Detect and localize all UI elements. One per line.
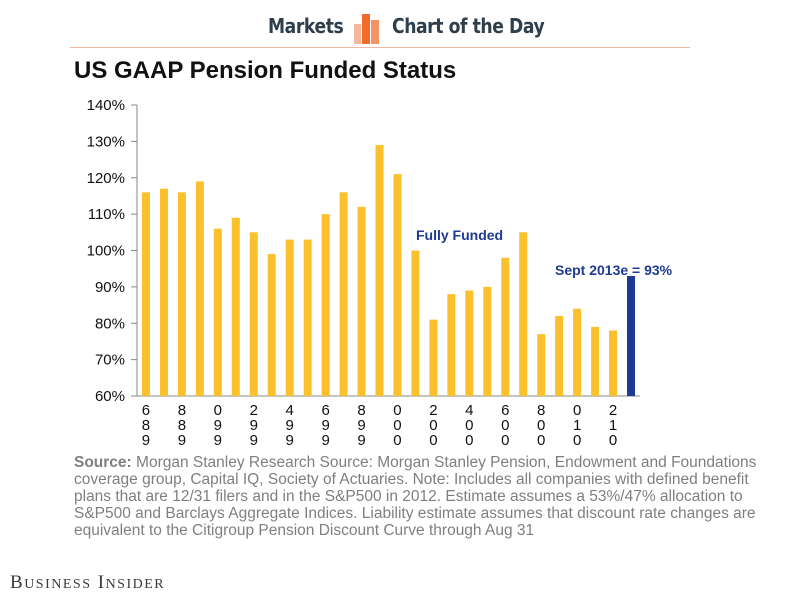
bar <box>519 232 528 396</box>
highlight-bar <box>627 275 636 396</box>
source-text: Morgan Stanley Research Source: Morgan S… <box>74 454 757 539</box>
bar <box>303 239 312 396</box>
bar <box>195 181 204 396</box>
bar <box>465 290 474 396</box>
bar <box>249 232 258 396</box>
chart-of-the-day-header: Markets Chart of the Day <box>0 10 800 46</box>
source-label: Source: <box>74 454 132 471</box>
bar <box>357 206 366 396</box>
sept-2013-estimate-annotation: Sept 2013e = 93% <box>555 262 673 278</box>
y-tick-label: 60% <box>95 388 125 405</box>
bar <box>267 254 276 396</box>
bar <box>609 330 618 396</box>
source-note: Source: Morgan Stanley Research Source: … <box>74 454 764 539</box>
bar <box>501 257 510 396</box>
bar <box>285 239 294 396</box>
bar <box>591 326 600 396</box>
bar <box>339 192 348 396</box>
chart-of-the-day-label: Chart of the Day <box>392 14 545 38</box>
chart-title: US GAAP Pension Funded Status <box>74 57 457 84</box>
pension-funded-status-chart: 60% 70% 80% 90% 100% 110% 120% 130% 140% 6 8 9 8 8 9 0 9… <box>87 97 673 449</box>
bar <box>231 217 240 396</box>
bar <box>375 145 384 396</box>
bar <box>321 214 330 396</box>
y-tick-label: 110% <box>88 206 125 223</box>
bar <box>213 228 222 396</box>
y-tick-label: 80% <box>95 315 125 332</box>
bar <box>573 308 582 396</box>
bar <box>411 250 420 396</box>
bar <box>159 188 168 396</box>
y-tick-label: 90% <box>95 279 125 296</box>
y-tick-label: 140% <box>87 97 125 114</box>
bar-chart-logo-icon <box>354 14 379 44</box>
bar <box>447 294 456 396</box>
y-tick-label: 130% <box>87 133 125 150</box>
bar <box>555 315 564 396</box>
markets-label: Markets <box>268 14 344 38</box>
header-divider <box>70 47 690 48</box>
bar <box>483 286 492 396</box>
bar <box>537 334 546 396</box>
bar <box>393 174 402 396</box>
business-insider-logo: BUSINESS INSIDER <box>10 572 166 593</box>
y-tick-label: 70% <box>95 352 125 369</box>
bar <box>141 192 150 396</box>
fully-funded-annotation: Fully Funded <box>416 227 503 243</box>
bar <box>429 319 438 396</box>
bar <box>177 192 186 396</box>
y-tick-label: 120% <box>87 170 125 187</box>
y-tick-label: 100% <box>87 243 125 260</box>
